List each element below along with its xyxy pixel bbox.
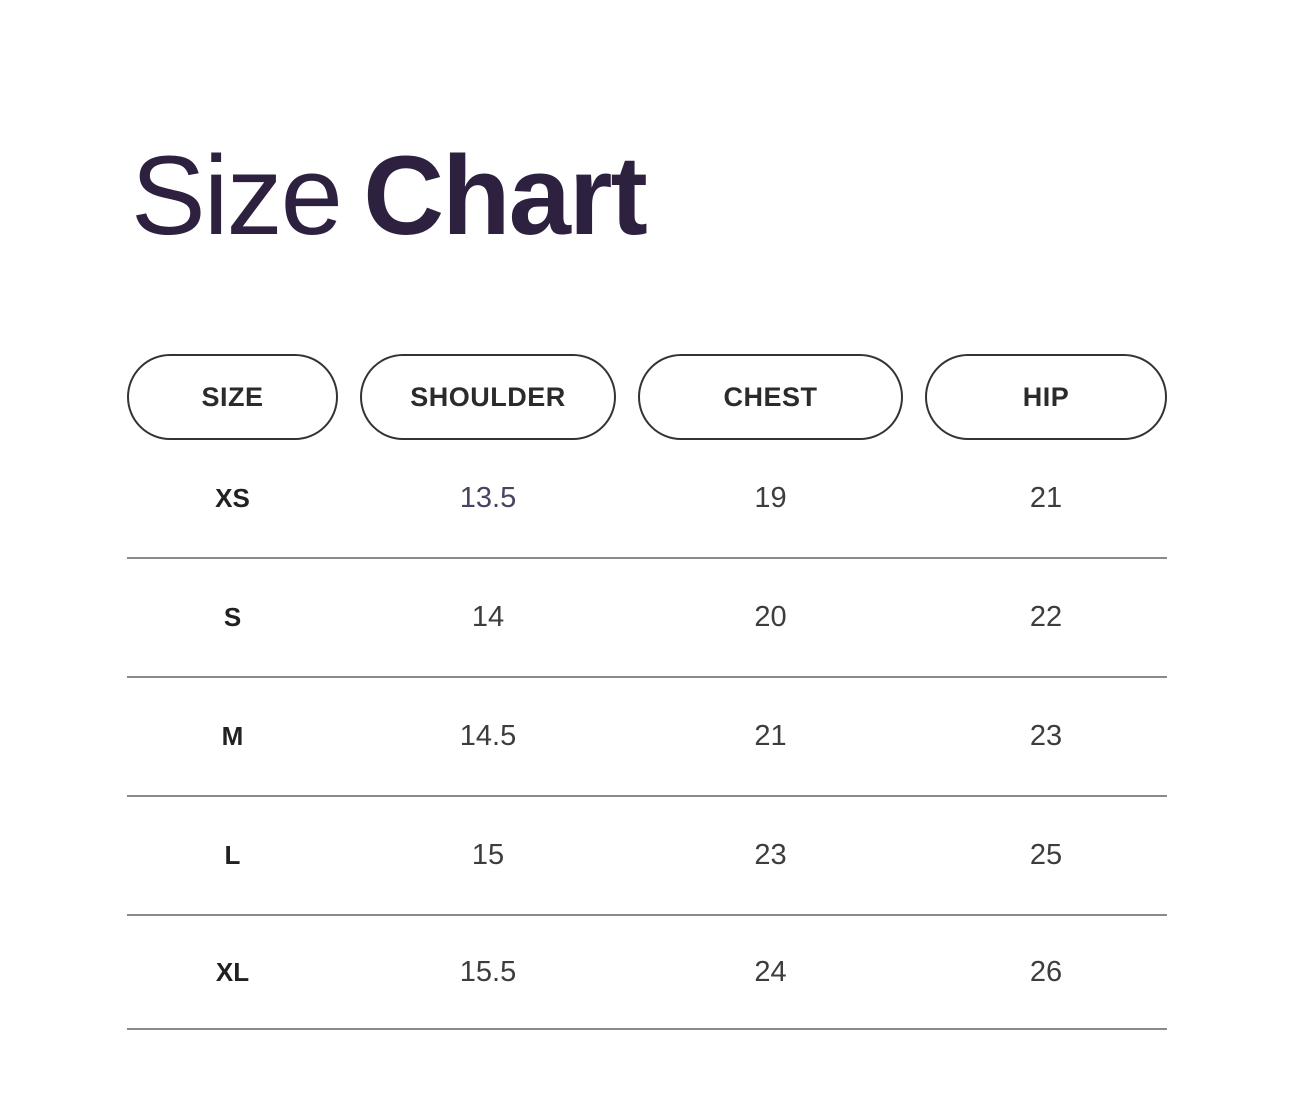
table-row-m: M 14.5 21 23 [127,678,1167,797]
size-value: L [224,840,241,870]
column-header-shoulder-label: SHOULDER [410,381,566,412]
table-row-xs: XS 13.5 19 21 [127,440,1167,559]
shoulder-value: 13.5 [459,482,517,514]
hip-value: 22 [1029,601,1063,633]
column-header-size: SIZE [127,354,338,440]
hip-value: 26 [1029,955,1063,988]
hip-value: 23 [1029,720,1063,752]
chest-value: 23 [754,839,787,871]
size-value: M [221,721,244,751]
chest-value: 21 [754,720,787,752]
page-title-word-size: Size [131,133,343,258]
shoulder-value: 14 [471,601,505,633]
column-header-hip: HIP [925,354,1167,440]
chest-value: 24 [754,955,787,988]
page-title-word-chart: Chart [363,133,647,258]
table-row-xl: XL 15.5 24 26 [127,916,1167,1030]
hip-value: 25 [1029,839,1063,871]
column-header-chest-label: CHEST [723,381,818,412]
column-header-size-label: SIZE [201,381,264,412]
table-row-l: L 15 23 25 [127,797,1167,916]
size-value: XS [215,483,250,513]
hip-value: 21 [1029,482,1063,514]
chest-value: 20 [754,601,787,633]
chest-value: 19 [754,482,787,514]
shoulder-value: 15.5 [459,955,517,988]
column-header-shoulder: SHOULDER [360,354,616,440]
page-title: Size Chart [131,140,1306,252]
column-header-hip-label: HIP [1022,381,1070,412]
size-table: SIZE SHOULDER CHEST HIP XS 13.5 19 21 S … [127,354,1167,1030]
shoulder-value: 15 [471,839,505,871]
shoulder-value: 14.5 [459,720,517,752]
size-value: XL [215,956,250,987]
size-value: S [223,602,242,632]
table-header-row: SIZE SHOULDER CHEST HIP [127,354,1167,440]
table-row-s: S 14 20 22 [127,559,1167,678]
column-header-chest: CHEST [638,354,903,440]
